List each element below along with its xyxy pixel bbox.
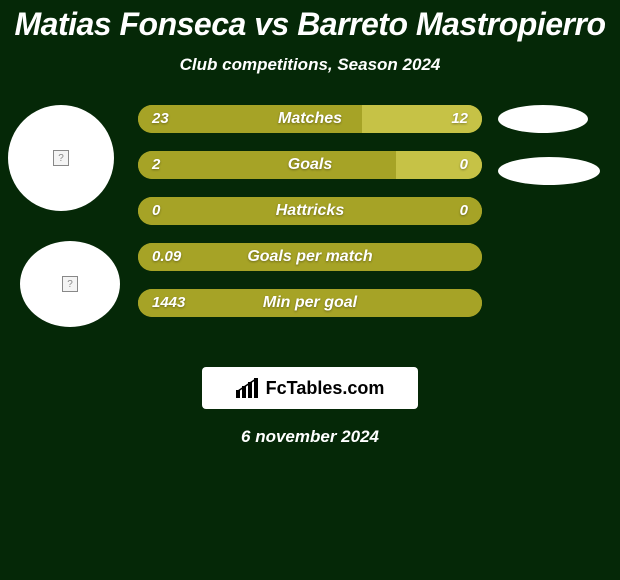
broken-image-icon: ? <box>62 276 78 292</box>
brand-part-b: Tables <box>287 378 343 398</box>
stat-row: 00Hattricks <box>138 197 482 225</box>
branding-text: FcTables.com <box>266 378 385 399</box>
player-b-name: Barreto Mastropierro <box>297 6 605 42</box>
h2h-infographic-card: Matias Fonseca vs Barreto Mastropierro C… <box>0 0 620 580</box>
infographic-date: 6 november 2024 <box>0 427 620 447</box>
vs-separator: vs <box>254 6 289 42</box>
subtitle: Club competitions, Season 2024 <box>0 55 620 75</box>
stat-bars: 2312Matches 20Goals 00Hattricks 0.09Goals p… <box>138 105 482 335</box>
stat-row: 2312Matches <box>138 105 482 133</box>
bar-chart-icon <box>236 378 260 398</box>
stat-row: 20Goals <box>138 151 482 179</box>
stat-label: Matches <box>138 105 482 133</box>
brand-part-c: .com <box>342 378 384 398</box>
stat-label: Min per goal <box>138 289 482 317</box>
stat-label: Goals <box>138 151 482 179</box>
club-b-badge <box>498 157 600 185</box>
brand-part-a: Fc <box>266 378 287 398</box>
player-b-avatar: ? <box>20 241 120 327</box>
club-a-badge <box>498 105 588 133</box>
player-a-avatar: ? <box>8 105 114 211</box>
stat-row: 0.09Goals per match <box>138 243 482 271</box>
page-title: Matias Fonseca vs Barreto Mastropierro <box>0 0 620 43</box>
branding-badge: FcTables.com <box>202 367 418 409</box>
broken-image-icon: ? <box>53 150 69 166</box>
stat-label: Hattricks <box>138 197 482 225</box>
stat-label: Goals per match <box>138 243 482 271</box>
stat-row: 1443Min per goal <box>138 289 482 317</box>
player-a-name: Matias Fonseca <box>15 6 246 42</box>
